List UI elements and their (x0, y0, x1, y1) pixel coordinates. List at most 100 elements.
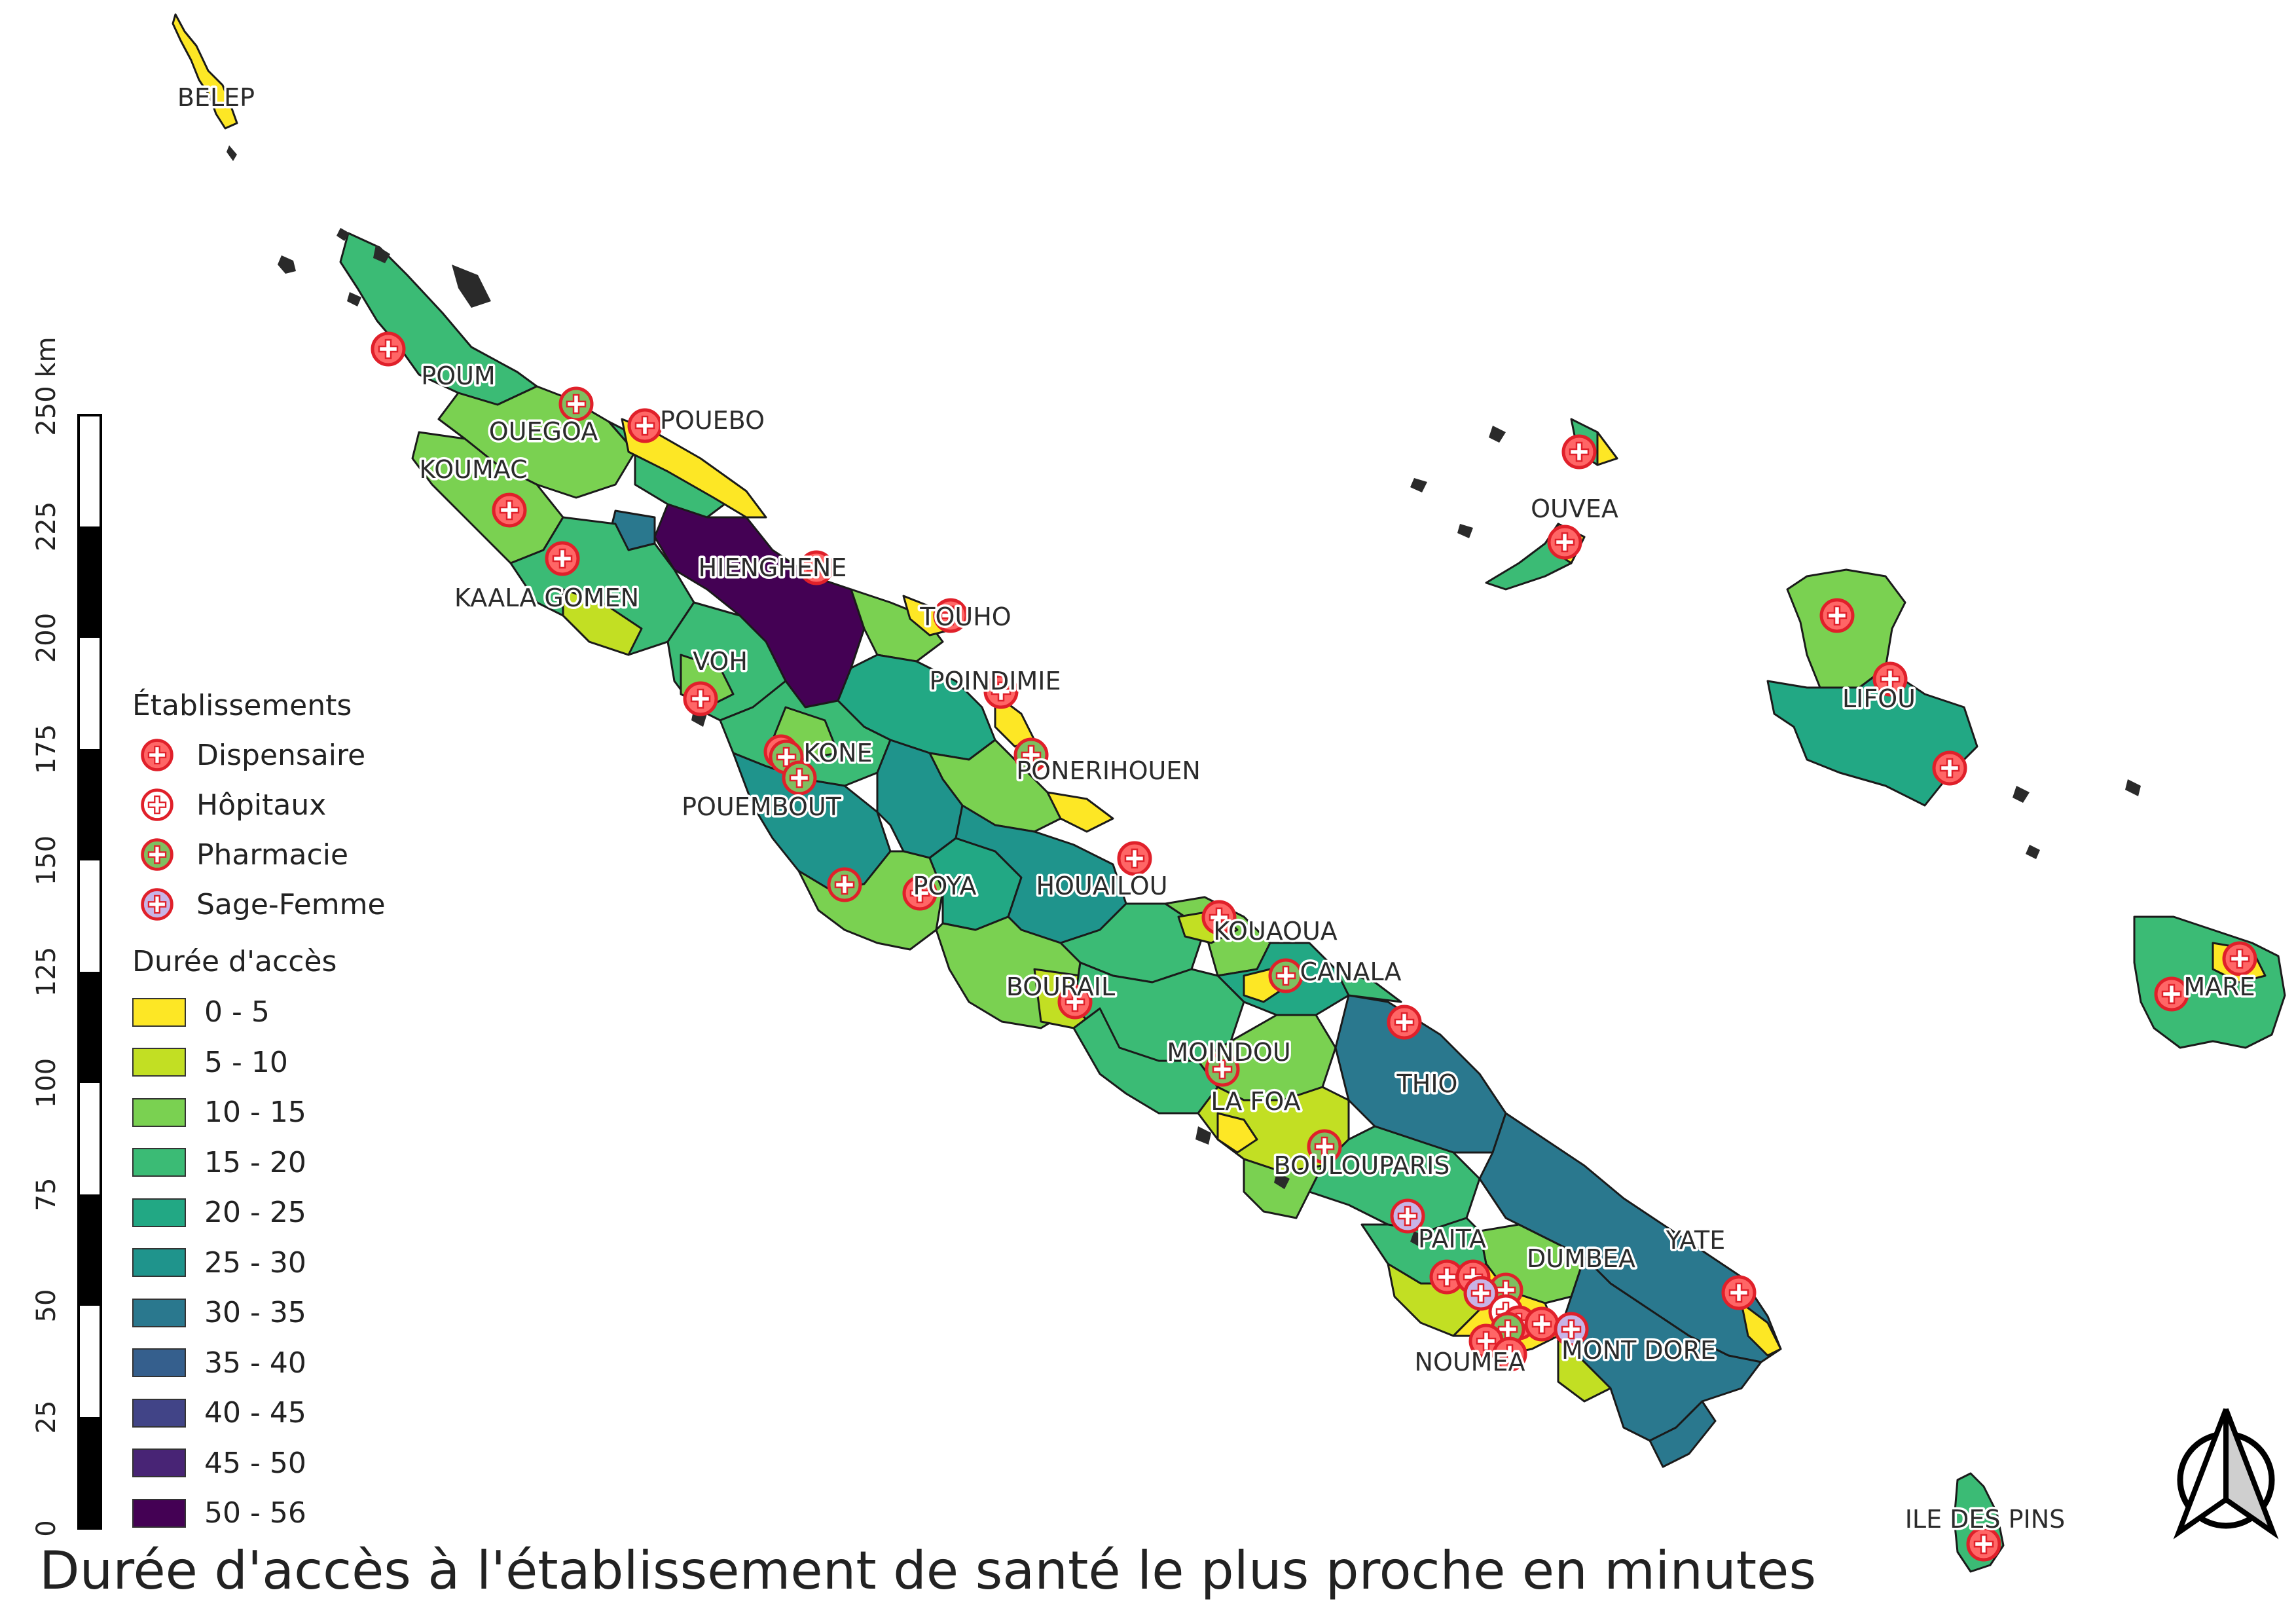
town-label-bourail: BOURAIL (1006, 972, 1115, 1001)
scale-tick-label: 175 (31, 724, 62, 774)
legend-label: Dispensaire (196, 738, 366, 772)
town-label-koumac: KOUMAC (419, 455, 527, 484)
town-label-canala: CANALA (1300, 957, 1402, 986)
legend-swatch (132, 1098, 186, 1127)
scale-tick-label: 75 (31, 1178, 62, 1211)
town-labels: BELEP POUM OUEGOA POUEBO KOUMAC HIENGHEN… (175, 81, 2257, 1536)
town-label-noumea: NOUMEA (1415, 1348, 1525, 1376)
red-cross-icon (139, 737, 175, 773)
town-label-poindimie: POINDIMIE (930, 667, 1061, 695)
scale-unit-label: 250 km (31, 337, 62, 435)
town-label-voh: VOH (693, 647, 748, 676)
legend-class-label: 20 - 25 (204, 1196, 306, 1229)
town-label-kouaoua: KOUAOUA (1213, 917, 1338, 946)
scale-tick-label: 125 (31, 947, 62, 997)
town-label-hienghene: HIENGHENE (699, 553, 847, 582)
town-label-boulouparis: BOULOUPARIS (1274, 1151, 1450, 1180)
legend-class-label: 35 - 40 (204, 1346, 306, 1380)
legend-class-label: 30 - 35 (204, 1296, 306, 1329)
legend-swatch (132, 1048, 186, 1077)
legend-item-pharmacie: Pharmacie (139, 836, 348, 873)
legend-class-label: 40 - 45 (204, 1396, 306, 1430)
legend-item-sage-femme: Sage-Femme (139, 886, 386, 923)
legend-class-label: 10 - 15 (204, 1096, 306, 1129)
legend-class-label: 50 - 56 (204, 1496, 306, 1530)
legend-item-hopitaux: Hôpitaux (139, 786, 326, 823)
town-label-dumbea: DUMBEA (1527, 1244, 1635, 1273)
legend-class-label: 25 - 30 (204, 1246, 306, 1280)
legend-label: Hôpitaux (196, 788, 327, 822)
town-label-ouvea: OUVEA (1531, 494, 1618, 523)
legend-swatch (132, 1298, 186, 1327)
legend-swatch (132, 1198, 186, 1227)
scale-tick-label: 200 (31, 613, 62, 663)
legend-class-label: 45 - 50 (204, 1446, 306, 1480)
legend-item-dispensaire: Dispensaire (139, 737, 365, 773)
legend-class-item: 45 - 50 (132, 1447, 306, 1480)
commune-thio (1334, 994, 1507, 1154)
town-label-touho: TOUHO (919, 602, 1011, 631)
legend-class-item: 5 - 10 (132, 1046, 288, 1079)
legend-swatch (132, 1449, 186, 1477)
legend-class-item: 20 - 25 (132, 1196, 306, 1229)
scale-tick-label: 0 (31, 1520, 62, 1536)
legend-swatch (132, 1498, 186, 1528)
legend-label: Pharmacie (196, 838, 349, 872)
legend-class-label: 15 - 20 (204, 1145, 306, 1179)
legend-duration-title: Durée d'accès (132, 945, 337, 978)
mare-island (2013, 779, 2286, 1049)
town-label-kaala-gomen: KAALA GOMEN (454, 583, 639, 612)
scale-tick-label: 50 (31, 1289, 62, 1323)
green-cross-icon (139, 836, 175, 873)
town-label-ouegoa: OUEGOA (489, 417, 598, 446)
town-label-mare: MARE (2183, 972, 2255, 1001)
legend-class-item: 30 - 35 (132, 1296, 306, 1329)
legend-swatch (132, 1398, 186, 1428)
scale-tick-label: 150 (31, 836, 62, 885)
legend-swatch (132, 1348, 186, 1377)
legend-class-item: 10 - 15 (132, 1096, 306, 1129)
legend-class-label: 5 - 10 (204, 1045, 288, 1079)
legend-class-item: 0 - 5 (132, 995, 270, 1029)
legend-swatch (132, 997, 186, 1027)
town-label-paita: PAITA (1418, 1225, 1486, 1253)
scale-bar: 0 25 50 75 100 125 150 175 200 225 250 km (31, 337, 102, 1537)
legend-swatch (132, 1248, 186, 1277)
grande-terre (339, 232, 1782, 1468)
legend-class-item: 15 - 20 (132, 1146, 306, 1179)
scale-tick-label: 100 (31, 1058, 62, 1108)
legend-class-item: 50 - 56 (132, 1496, 306, 1530)
north-arrow-icon (2173, 1408, 2279, 1540)
town-label-mont-dore: MONT DORE (1561, 1336, 1716, 1365)
town-label-thio: THIO (1396, 1069, 1458, 1098)
scale-tick-label: 25 (31, 1401, 62, 1434)
town-label-ile-des-pins: ILE DES PINS (1905, 1505, 2066, 1534)
commune-boulouparis (1308, 1125, 1481, 1232)
legend-class-label: 0 - 5 (204, 995, 270, 1029)
legend-label: Sage-Femme (196, 887, 386, 921)
ouvea-island (1410, 418, 1618, 591)
town-label-pouebo: POUEBO (660, 406, 765, 435)
town-label-pouembout: POUEMBOUT (682, 792, 842, 821)
town-label-ponerihouen: PONERIHOUEN (1016, 756, 1201, 785)
town-label-lifou: LIFOU (1842, 684, 1916, 713)
scale-tick-label: 225 (31, 502, 62, 551)
belep-island (172, 13, 238, 161)
commune-touho (850, 588, 944, 663)
town-label-kone: KONE (803, 739, 872, 767)
map-title: Durée d'accès à l'établissement de santé… (39, 1540, 1817, 1601)
town-label-moindou: MOINDOU (1167, 1038, 1290, 1067)
town-label-la-foa: LA FOA (1211, 1087, 1300, 1116)
legend-facilities-title: Établissements (132, 689, 352, 722)
town-label-poum: POUM (421, 361, 495, 390)
legend-class-item: 25 - 30 (132, 1246, 306, 1280)
legend-class-item: 35 - 40 (132, 1346, 306, 1380)
purple-cross-icon (139, 886, 175, 923)
town-label-yate: YATE (1666, 1226, 1726, 1255)
red-cross-icon (139, 786, 175, 823)
town-label-houailou: HOUAILOU (1036, 872, 1167, 900)
town-label-belep: BELEP (177, 83, 255, 112)
legend-class-item: 40 - 45 (132, 1396, 306, 1430)
legend-swatch (132, 1148, 186, 1177)
